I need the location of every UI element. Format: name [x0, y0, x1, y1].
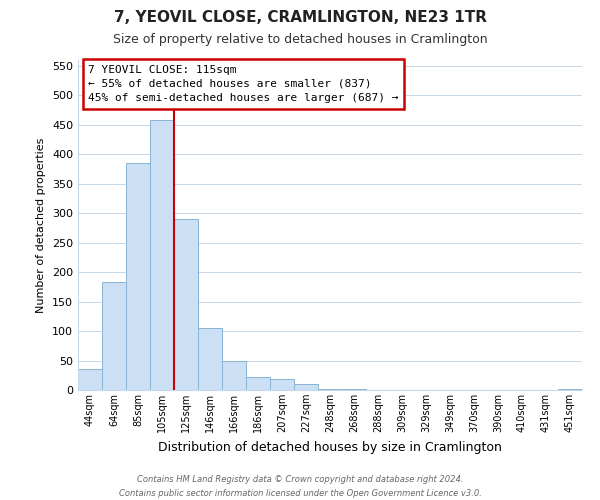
X-axis label: Distribution of detached houses by size in Cramlington: Distribution of detached houses by size … — [158, 440, 502, 454]
Bar — [270, 380, 294, 390]
Bar — [174, 219, 198, 390]
Bar — [102, 282, 126, 390]
Text: Contains HM Land Registry data © Crown copyright and database right 2024.
Contai: Contains HM Land Registry data © Crown c… — [119, 476, 481, 498]
Bar — [246, 377, 270, 390]
Bar — [294, 384, 318, 390]
Text: 7 YEOVIL CLOSE: 115sqm
← 55% of detached houses are smaller (837)
45% of semi-de: 7 YEOVIL CLOSE: 115sqm ← 55% of detached… — [88, 65, 398, 103]
Text: 7, YEOVIL CLOSE, CRAMLINGTON, NE23 1TR: 7, YEOVIL CLOSE, CRAMLINGTON, NE23 1TR — [113, 10, 487, 25]
Bar — [78, 370, 102, 390]
Bar — [222, 360, 246, 390]
Bar — [126, 163, 150, 390]
Bar — [198, 328, 222, 390]
Y-axis label: Number of detached properties: Number of detached properties — [37, 138, 46, 312]
Bar — [150, 120, 174, 390]
Text: Size of property relative to detached houses in Cramlington: Size of property relative to detached ho… — [113, 32, 487, 46]
